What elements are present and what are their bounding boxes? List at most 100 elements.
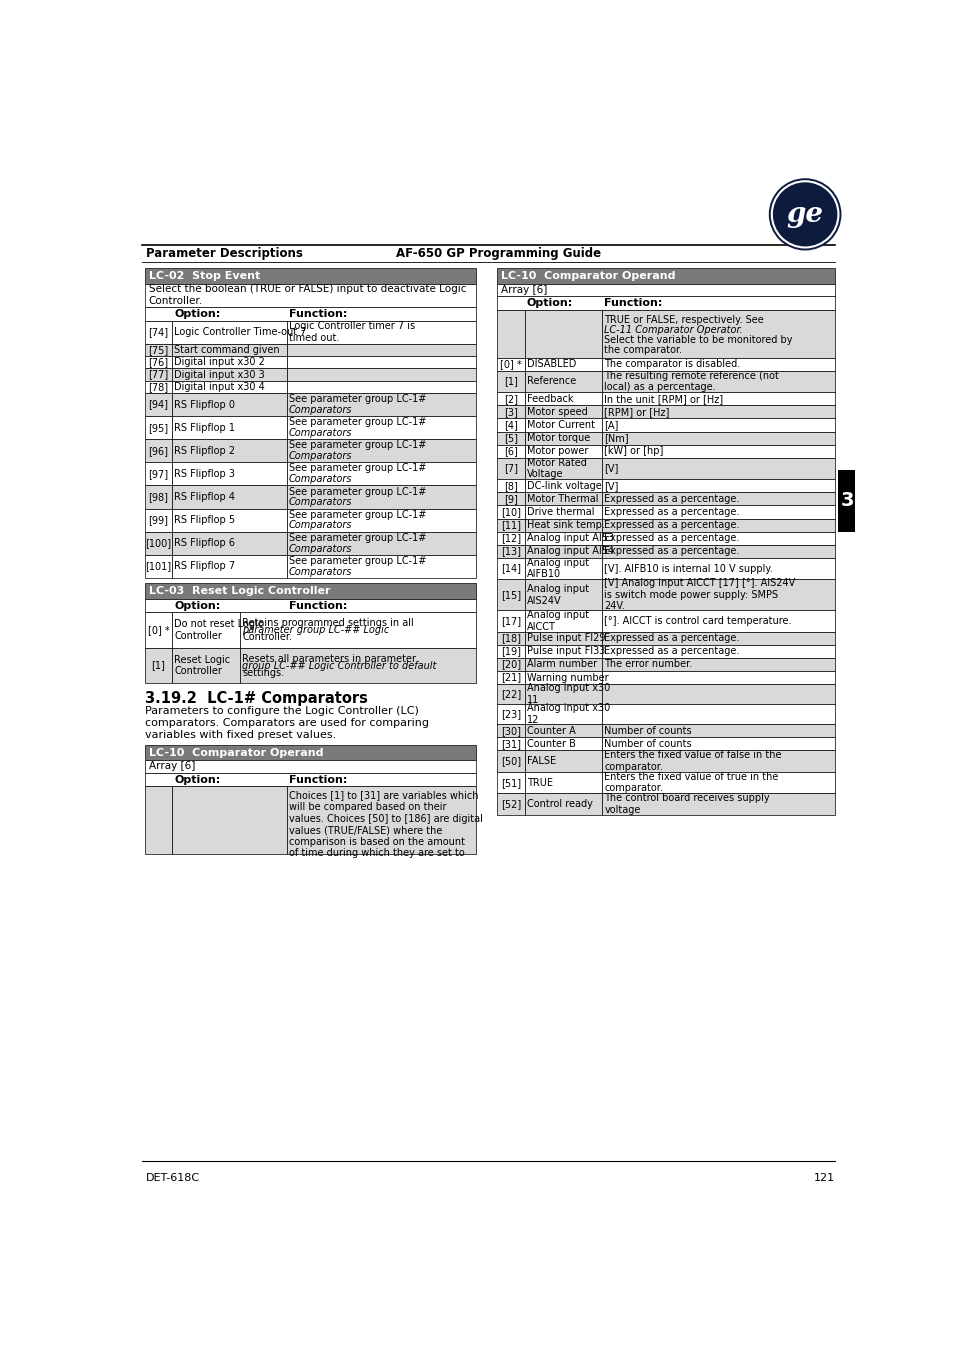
Bar — [286, 462, 476, 486]
Text: [18]: [18] — [500, 633, 520, 643]
Text: [21]: [21] — [500, 672, 520, 683]
Text: Expressed as a percentage.: Expressed as a percentage. — [604, 520, 739, 531]
Text: Select the variable to be monitored by: Select the variable to be monitored by — [604, 335, 792, 346]
Bar — [145, 509, 172, 532]
Text: [7]: [7] — [503, 463, 517, 474]
Text: Digital input x30 4: Digital input x30 4 — [174, 382, 265, 391]
Bar — [497, 772, 524, 794]
Text: [31]: [31] — [500, 738, 520, 749]
Text: Analog input
AIFB10: Analog input AIFB10 — [526, 558, 588, 579]
Bar — [497, 737, 524, 751]
Text: [101]: [101] — [145, 562, 172, 571]
Text: See parameter group LC-1#: See parameter group LC-1# — [289, 510, 426, 520]
Text: Array [6]: Array [6] — [500, 285, 547, 294]
Text: The resulting remote reference (not
local) as a percentage.: The resulting remote reference (not loca… — [604, 371, 779, 393]
Text: Option:: Option: — [526, 298, 573, 308]
Text: Analog input
AIS24V: Analog input AIS24V — [526, 585, 588, 606]
Bar — [524, 632, 601, 645]
Text: [A]: [A] — [604, 420, 618, 429]
Bar — [145, 269, 476, 284]
Bar — [172, 462, 286, 486]
Text: [52]: [52] — [500, 799, 520, 809]
Bar — [497, 284, 835, 296]
Text: [30]: [30] — [500, 726, 520, 736]
Bar — [172, 393, 286, 416]
Bar — [145, 787, 172, 855]
Text: Comparators: Comparators — [289, 567, 352, 576]
Text: Reset Logic
Controller: Reset Logic Controller — [174, 655, 231, 676]
Text: [8]: [8] — [503, 481, 517, 491]
Text: 3.19.2  LC-1# Comparators: 3.19.2 LC-1# Comparators — [145, 691, 367, 706]
Bar — [286, 344, 476, 356]
Bar — [286, 381, 476, 393]
Text: Comparators: Comparators — [289, 544, 352, 554]
Text: Expressed as a percentage.: Expressed as a percentage. — [604, 508, 739, 517]
Bar — [497, 532, 524, 544]
Text: RS Flipflop 0: RS Flipflop 0 — [174, 400, 235, 409]
Bar — [524, 432, 601, 444]
Bar — [601, 458, 835, 479]
Text: DC-link voltage: DC-link voltage — [526, 481, 601, 491]
Text: Number of counts: Number of counts — [604, 726, 691, 736]
Bar — [601, 479, 835, 493]
Bar — [601, 358, 835, 371]
Bar — [145, 462, 172, 486]
Ellipse shape — [769, 180, 840, 250]
Text: [95]: [95] — [148, 423, 169, 432]
Text: [4]: [4] — [503, 420, 517, 429]
Text: Control ready: Control ready — [526, 799, 592, 809]
Bar — [497, 671, 524, 684]
Text: RS Flipflop 6: RS Flipflop 6 — [174, 539, 235, 548]
Text: Analog input AI53: Analog input AI53 — [526, 533, 614, 543]
Text: Parameters to configure the Logic Controller (LC)
comparators. Comparators are u: Parameters to configure the Logic Contro… — [145, 706, 429, 740]
Bar — [172, 613, 240, 648]
Text: [V] Analog input AICCT [17] [°]. AIS24V
is switch mode power supply: SMPS
24V.: [V] Analog input AICCT [17] [°]. AIS24V … — [604, 578, 795, 612]
Text: RS Flipflop 4: RS Flipflop 4 — [174, 491, 235, 502]
Text: In the unit [RPM] or [Hz]: In the unit [RPM] or [Hz] — [604, 394, 722, 404]
Bar — [497, 657, 524, 671]
Bar — [601, 371, 835, 393]
Bar — [497, 518, 524, 532]
Text: Motor torque: Motor torque — [526, 433, 590, 443]
Bar — [601, 505, 835, 518]
Bar — [524, 479, 601, 493]
Text: [51]: [51] — [500, 778, 520, 787]
Bar — [145, 344, 172, 356]
Text: RS Flipflop 2: RS Flipflop 2 — [174, 446, 235, 456]
Bar — [601, 558, 835, 579]
Bar — [497, 458, 524, 479]
Text: The error number.: The error number. — [604, 659, 692, 670]
Text: Array [6]: Array [6] — [149, 761, 194, 771]
Bar — [286, 555, 476, 578]
Bar — [286, 416, 476, 439]
Text: Parameter Descriptions: Parameter Descriptions — [146, 247, 303, 261]
Bar — [524, 493, 601, 505]
Text: [96]: [96] — [149, 446, 169, 456]
Bar — [286, 486, 476, 509]
Bar — [145, 356, 172, 369]
Bar — [172, 320, 286, 344]
Bar — [524, 737, 601, 751]
Bar — [497, 418, 524, 432]
Text: [78]: [78] — [148, 382, 169, 391]
Bar — [497, 632, 524, 645]
Text: Start command given: Start command given — [174, 344, 279, 355]
Text: LC-03  Reset Logic Controller: LC-03 Reset Logic Controller — [149, 586, 330, 595]
Text: Expressed as a percentage.: Expressed as a percentage. — [604, 494, 739, 504]
Bar — [497, 405, 524, 418]
Text: [6]: [6] — [503, 446, 517, 456]
Text: Expressed as a percentage.: Expressed as a percentage. — [604, 533, 739, 543]
Bar — [145, 598, 476, 613]
Bar — [601, 724, 835, 737]
Bar — [524, 684, 601, 705]
Bar — [601, 657, 835, 671]
Text: Counter B: Counter B — [526, 738, 576, 749]
Bar — [497, 269, 835, 284]
Text: [50]: [50] — [500, 756, 520, 765]
Bar — [497, 444, 524, 458]
Text: Enters the fixed value of true in the
comparator.: Enters the fixed value of true in the co… — [604, 772, 778, 794]
Bar — [497, 310, 524, 358]
Text: [100]: [100] — [145, 539, 172, 548]
Text: Motor speed: Motor speed — [526, 406, 587, 417]
Text: [1]: [1] — [503, 377, 517, 386]
